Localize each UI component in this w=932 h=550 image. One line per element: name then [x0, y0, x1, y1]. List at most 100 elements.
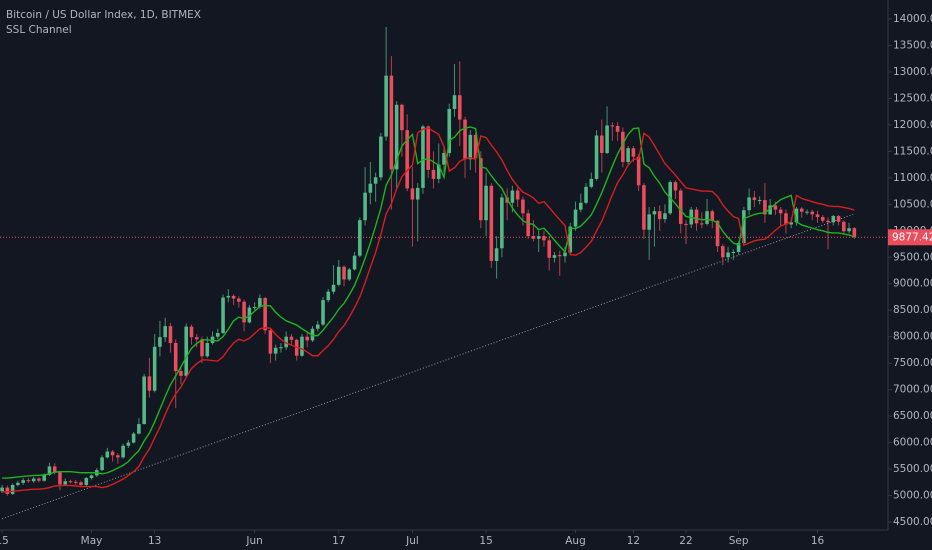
candle-body — [84, 478, 89, 485]
candle-body — [673, 182, 678, 191]
candle-body — [799, 208, 804, 212]
candle-body — [657, 211, 662, 220]
candle-body — [631, 148, 636, 157]
candle-body — [589, 178, 594, 187]
candle-body — [68, 481, 73, 483]
candle-body — [500, 197, 504, 249]
candle-body — [710, 211, 715, 221]
candle-body — [784, 213, 788, 225]
candle-body — [73, 481, 78, 483]
candle-body — [568, 226, 573, 253]
y-tick-label: 6500.00 — [893, 410, 932, 422]
candle-body — [21, 480, 25, 483]
candle-body — [605, 125, 609, 153]
candle-body — [705, 211, 709, 224]
candle-body — [452, 95, 457, 110]
y-tick-label: 13500.00 — [893, 39, 932, 51]
candle-body — [363, 192, 367, 221]
candle-body — [726, 252, 730, 258]
candle-body — [847, 228, 851, 232]
candle-body — [147, 376, 152, 391]
candle-body — [300, 336, 304, 356]
x-tick-label: May — [81, 535, 103, 547]
candle-body — [842, 221, 846, 232]
candle-body — [610, 125, 615, 127]
candle-body — [663, 213, 667, 220]
candle-body — [137, 424, 141, 434]
candle-body — [342, 266, 346, 280]
candle-body — [31, 478, 36, 482]
x-tick-label: 22 — [679, 535, 692, 547]
candle-body — [263, 298, 267, 331]
candle-body — [647, 214, 651, 230]
candle-body — [594, 135, 599, 179]
candle-body — [763, 200, 767, 215]
candle-body — [426, 126, 431, 170]
candle-body — [273, 347, 278, 354]
x-tick-label: 15 — [0, 535, 9, 547]
candle-body — [510, 190, 515, 203]
candle-body — [494, 248, 499, 261]
candle-body — [820, 217, 825, 221]
candle-body — [284, 336, 288, 348]
candle-body — [410, 188, 415, 200]
candle-body — [379, 136, 383, 178]
candle-body — [237, 298, 241, 302]
candle-body — [373, 177, 378, 184]
candle-body — [684, 223, 688, 225]
candle-body — [773, 205, 778, 210]
candle-body — [810, 211, 815, 215]
candle-body — [231, 295, 236, 299]
candle-body — [515, 190, 520, 200]
x-tick-label: 16 — [811, 535, 825, 547]
y-tick-label: 6000.00 — [893, 437, 932, 449]
candle-body — [768, 205, 772, 215]
candle-body — [626, 148, 630, 162]
candle-body — [789, 222, 793, 225]
y-tick-label: 7500.00 — [893, 357, 932, 369]
candle-body — [110, 451, 115, 456]
y-tick-label: 11500.00 — [893, 145, 932, 157]
candle-body — [573, 209, 578, 227]
candle-body — [436, 164, 441, 179]
candle-body — [715, 220, 720, 247]
ssl-line — [2, 127, 855, 493]
candle-body — [805, 211, 809, 213]
candle-body — [431, 169, 436, 179]
y-tick-label: 10500.00 — [893, 198, 932, 210]
candle-body — [42, 474, 46, 481]
candle-body — [636, 156, 641, 186]
plot-area — [0, 26, 888, 520]
candle-body — [247, 307, 252, 323]
candle-body — [326, 291, 331, 301]
candle-body — [310, 328, 315, 341]
candle-body — [531, 236, 536, 239]
candle-body — [168, 326, 173, 344]
candle-body — [194, 337, 199, 340]
candle-body — [584, 186, 588, 203]
candle-body — [484, 185, 488, 221]
candle-body — [836, 215, 841, 222]
candle-body — [37, 478, 41, 481]
candle-body — [778, 209, 783, 214]
candle-body — [52, 466, 57, 473]
candle-body — [26, 480, 31, 482]
candle-body — [0, 487, 4, 492]
candle-body — [815, 214, 820, 218]
candle-body — [184, 326, 189, 376]
candle-body — [5, 487, 10, 494]
y-tick-label: 9000.00 — [893, 278, 932, 290]
candle-body — [757, 200, 762, 202]
candle-body — [289, 336, 294, 340]
y-tick-label: 9500.00 — [893, 251, 932, 263]
candle-body — [457, 95, 462, 120]
y-tick-label: 12000.00 — [893, 119, 932, 131]
candle-body — [479, 158, 483, 221]
candle-body — [121, 445, 125, 458]
trendline — [1, 213, 855, 520]
candle-body — [368, 183, 373, 193]
candle-body — [47, 466, 52, 475]
candle-body — [16, 482, 20, 485]
candle-body — [173, 343, 178, 372]
